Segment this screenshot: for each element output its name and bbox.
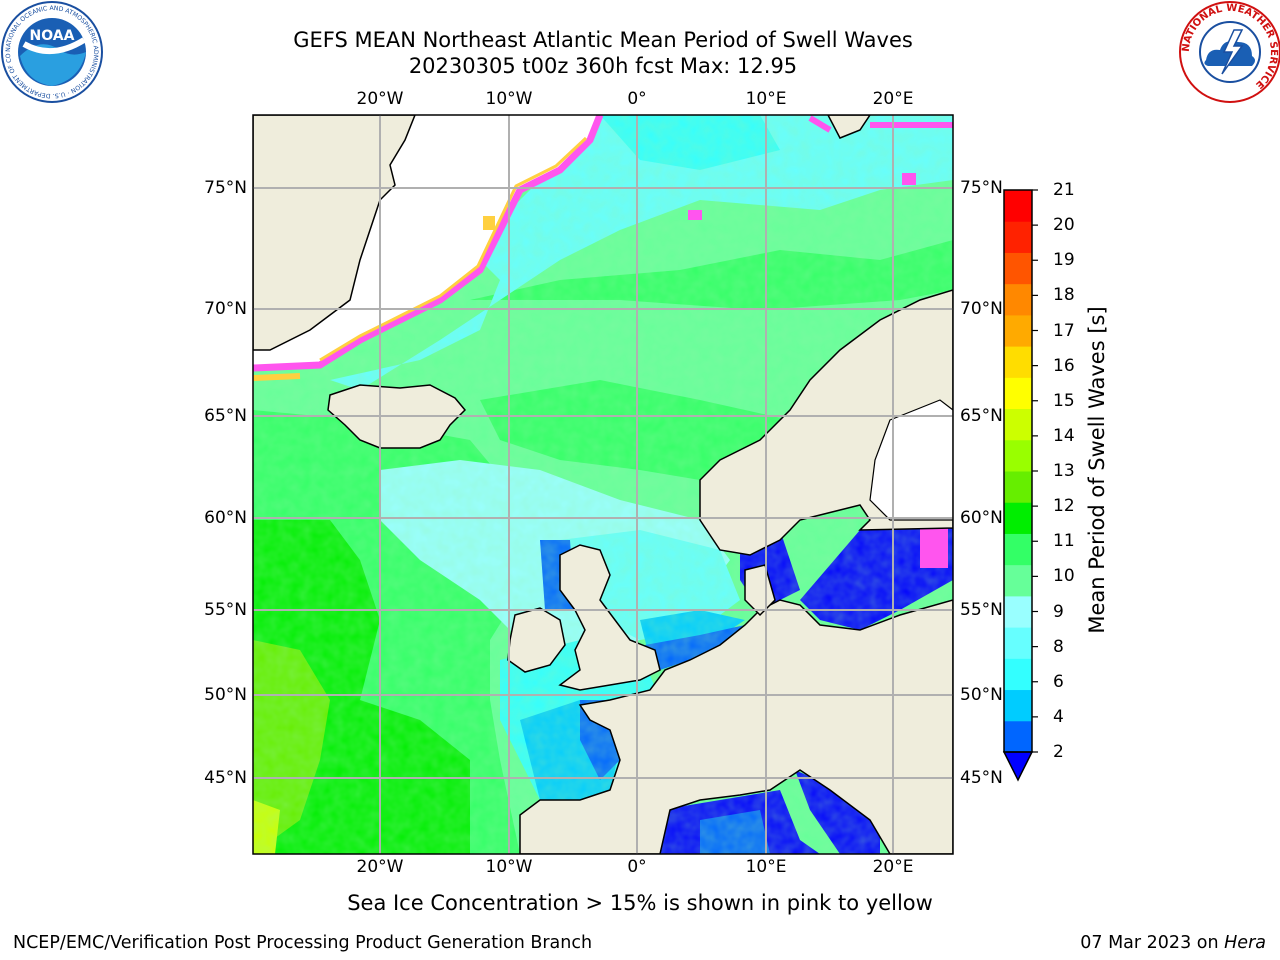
colorbar-tick-label: 21 [1053,180,1075,200]
colorbar-segment [1004,564,1032,597]
colorbar-tick-label: 13 [1053,461,1075,481]
colorbar-tick-label: 17 [1053,320,1075,341]
lat-label-left: 50°N [204,685,247,705]
colorbar-tick-label: 16 [1053,355,1075,376]
colorbar-tick-label: 15 [1053,390,1075,411]
chart-subtitle: 20230305 t00z 360h fcst Max: 12.95 [408,54,798,78]
lon-label-top: 20°W [356,89,404,109]
lat-label-right: 75°N [960,178,1003,198]
noaa-logo: NATIONAL OCEANIC AND ATMOSPHERIC ADMINIS… [0,0,103,103]
sea-ice-note: Sea Ice Concentration > 15% is shown in … [347,891,933,915]
colorbar-segment [1004,190,1032,222]
lon-label-bottom: 10°W [485,857,533,877]
colorbar-extend-arrow [1002,751,1034,782]
colorbar-segment [1004,627,1032,659]
colorbar-segment [1004,502,1032,534]
colorbar-label: Mean Period of Swell Waves [s] [1085,306,1109,634]
colorbar-tick-label: 10 [1053,566,1075,587]
colorbar-tick-label: 20 [1053,215,1075,236]
map-frame [252,114,954,855]
lat-label-left: 65°N [204,406,247,426]
lon-label-top: 20°E [872,89,914,109]
coastlines [253,115,953,854]
chart-title: GEFS MEAN Northeast Atlantic Mean Period… [293,28,913,52]
colorbar-segment [1004,471,1032,503]
footer-date-text: 07 Mar 2023 on [1080,933,1219,953]
colorbar-tick-label: 12 [1053,496,1075,517]
colorbar-segment [1004,346,1032,378]
lat-label-right: 50°N [960,685,1003,705]
colorbar-segment [1004,314,1032,347]
colorbar-segment [1004,439,1032,472]
colorbar-segment [1004,252,1032,285]
lat-label-right: 70°N [960,299,1003,319]
colorbar-tick-label: 2 [1053,742,1064,762]
colorbar-segment [1004,221,1032,253]
noaa-logo-text: NOAA [30,28,75,44]
colorbar-segment [1004,533,1032,566]
lon-label-bottom: 0° [627,857,647,877]
colorbar-tick-label: 8 [1053,636,1064,657]
lat-label-left: 55°N [204,600,247,620]
lon-label-bottom: 20°E [872,857,914,877]
lat-label-left: 60°N [204,508,247,528]
colorbar-segment [1004,689,1032,722]
colorbar-tick-label: 9 [1053,601,1064,622]
colorbar-segment [1004,595,1032,628]
colorbar-segment [1004,283,1032,316]
lat-label-right: 55°N [960,600,1003,620]
colorbar-tick-label: 19 [1053,250,1075,271]
lon-label-top: 0° [627,89,647,109]
footer-credit: NCEP/EMC/Verification Post Processing Pr… [13,933,593,953]
lat-label-right: 65°N [960,406,1003,426]
colorbar-tick-label: 18 [1053,285,1075,306]
colorbar-segment [1004,658,1032,691]
lon-label-bottom: 20°W [356,857,404,877]
colorbar-tick-label: 4 [1053,706,1064,727]
lat-label-left: 70°N [204,299,247,319]
colorbar-segment [1004,408,1032,441]
footer-machine: Hera [1224,933,1266,953]
colorbar-tick-label: 14 [1053,425,1075,446]
lat-label-left: 45°N [204,768,247,788]
colorbar-tick-label: 6 [1053,671,1064,692]
lat-label-left: 75°N [204,178,247,198]
lat-label-right: 45°N [960,768,1003,788]
colorbar-segment [1004,377,1032,410]
graticule [253,115,953,854]
lat-label-right: 60°N [960,508,1003,528]
lon-label-top: 10°E [745,89,787,109]
colorbar-segment [1004,720,1032,753]
lon-label-bottom: 10°E [745,857,787,877]
lon-label-top: 10°W [485,89,533,109]
map-field [253,115,953,854]
nws-logo: NATIONAL WEATHER SERVICE [1179,1,1280,103]
footer-date: 07 Mar 2023 on Hera [1080,933,1266,953]
colorbar-tick-label: 11 [1053,531,1075,552]
